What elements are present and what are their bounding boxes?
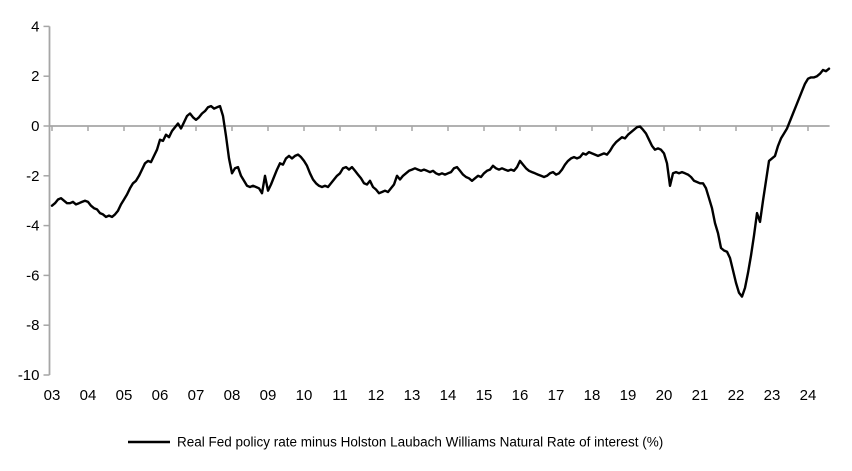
- x-axis-tick-label: 24: [800, 387, 817, 404]
- legend-label: Real Fed policy rate minus Holston Lauba…: [177, 435, 663, 450]
- x-axis-tick-label: 22: [728, 387, 745, 404]
- x-axis-tick-label: 03: [44, 387, 61, 404]
- x-axis-tick-label: 18: [584, 387, 601, 404]
- series-line: [50, 67, 831, 298]
- y-axis-tick-label: 4: [31, 18, 39, 35]
- x-axis-tick-label: 16: [512, 387, 529, 404]
- x-axis-tick-label: 09: [260, 387, 277, 404]
- x-axis-tick-label: 06: [152, 387, 169, 404]
- y-axis-tick-label: -2: [26, 168, 39, 185]
- x-axis-tick-label: 21: [692, 387, 709, 404]
- x-axis-tick-label: 15: [476, 387, 493, 404]
- x-axis-tick-label: 23: [764, 387, 781, 404]
- y-axis-tick-label: -10: [18, 367, 40, 384]
- x-axis-tick-label: 05: [116, 387, 133, 404]
- x-axis-tick-label: 12: [368, 387, 385, 404]
- y-axis-tick-label: 0: [31, 118, 39, 135]
- y-axis-tick-label: 2: [31, 68, 39, 85]
- legend: Real Fed policy rate minus Holston Lauba…: [128, 435, 663, 450]
- y-axis-tick-label: -4: [26, 218, 39, 235]
- x-axis-tick-label: 14: [440, 387, 457, 404]
- x-axis-tick-label: 11: [332, 387, 348, 404]
- x-axis-tick-label: 19: [620, 387, 637, 404]
- data-series: [50, 67, 831, 298]
- x-axis-tick-label: 04: [80, 387, 97, 404]
- x-axis-tick-label: 10: [296, 387, 313, 404]
- x-axis-tick-label: 20: [656, 387, 673, 404]
- y-axis-tick-label: -8: [26, 317, 39, 334]
- x-axis-tick-label: 07: [188, 387, 205, 404]
- x-axis-tick-label: 17: [548, 387, 565, 404]
- y-axis-tick-label: -6: [26, 267, 39, 284]
- x-axis-tick-label: 08: [224, 387, 241, 404]
- x-axis-tick-label: 13: [404, 387, 421, 404]
